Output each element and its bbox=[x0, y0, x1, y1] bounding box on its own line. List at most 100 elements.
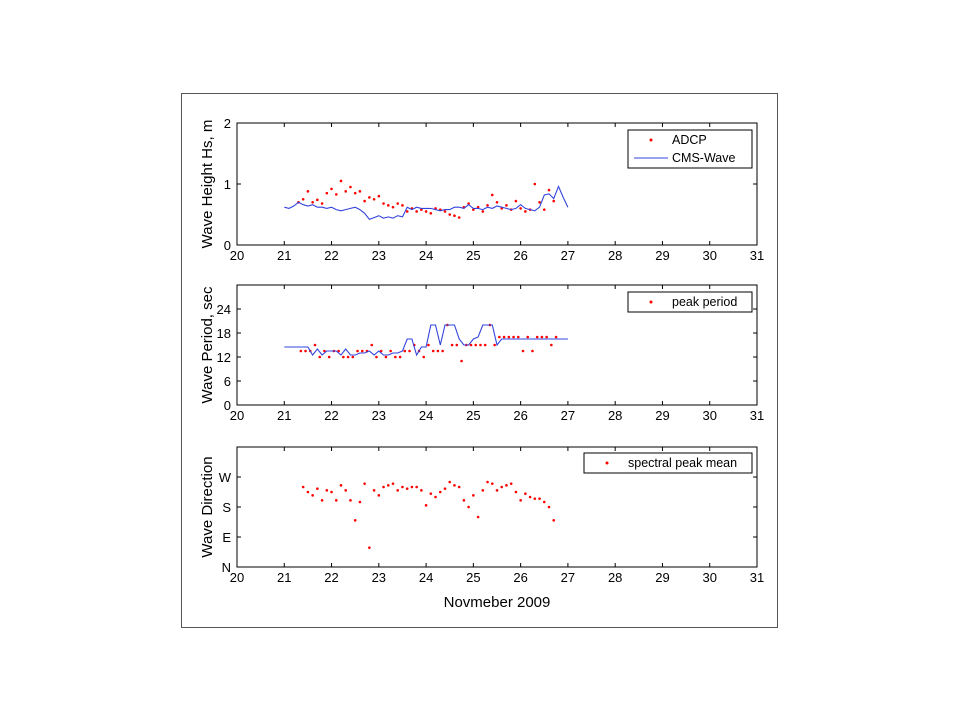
data-point bbox=[356, 349, 359, 353]
data-point bbox=[441, 349, 444, 353]
data-point bbox=[313, 343, 317, 347]
data-point bbox=[325, 191, 329, 195]
data-point bbox=[349, 185, 352, 189]
data-point bbox=[533, 497, 537, 500]
data-point bbox=[372, 197, 376, 201]
data-point bbox=[344, 190, 348, 193]
x-tick-label: 25 bbox=[466, 408, 480, 423]
data-point bbox=[552, 519, 556, 522]
x-tick-label: 29 bbox=[655, 408, 669, 423]
data-point bbox=[535, 335, 539, 339]
data-point bbox=[386, 484, 390, 487]
data-point bbox=[339, 484, 343, 487]
data-point bbox=[372, 489, 376, 492]
y-tick-label: N bbox=[222, 560, 231, 575]
data-point bbox=[389, 349, 392, 353]
data-point bbox=[323, 349, 326, 353]
data-point bbox=[368, 546, 371, 549]
x-tick-label: 27 bbox=[561, 408, 575, 423]
data-point bbox=[316, 487, 319, 490]
y-tick-label: 0 bbox=[224, 398, 231, 413]
data-point bbox=[434, 495, 437, 499]
data-point bbox=[538, 201, 541, 204]
data-point bbox=[334, 193, 338, 196]
data-point bbox=[339, 179, 343, 183]
data-point bbox=[542, 500, 546, 504]
x-axis-label: Novmeber 2009 bbox=[444, 594, 551, 611]
data-point bbox=[403, 349, 407, 353]
data-point bbox=[519, 499, 522, 502]
data-point bbox=[429, 211, 433, 215]
x-tick-label: 29 bbox=[655, 248, 669, 263]
data-point bbox=[476, 515, 480, 519]
data-point bbox=[472, 208, 475, 211]
data-point bbox=[429, 492, 433, 495]
x-tick-label: 28 bbox=[608, 248, 622, 263]
data-point bbox=[472, 494, 475, 497]
x-tick-label: 23 bbox=[372, 248, 386, 263]
data-point bbox=[337, 349, 340, 353]
x-tick-label: 26 bbox=[513, 248, 527, 263]
legend-label: peak period bbox=[672, 295, 737, 309]
legend-box bbox=[627, 129, 753, 169]
data-point bbox=[455, 343, 459, 347]
data-point bbox=[524, 210, 527, 213]
x-tick-label: 21 bbox=[277, 408, 291, 423]
x-tick-label: 21 bbox=[277, 248, 291, 263]
data-point bbox=[481, 210, 485, 213]
data-point bbox=[533, 182, 537, 186]
x-tick-label: 22 bbox=[324, 570, 338, 585]
data-point bbox=[453, 214, 456, 218]
data-point bbox=[450, 343, 454, 347]
x-tick-label: 21 bbox=[277, 570, 291, 585]
data-point bbox=[467, 202, 470, 205]
data-point bbox=[538, 497, 541, 500]
data-point bbox=[424, 210, 428, 213]
y-axis-label: Wave Period, sec bbox=[199, 286, 216, 403]
data-point bbox=[438, 490, 442, 494]
data-point bbox=[325, 489, 329, 492]
x-tick-label: 23 bbox=[372, 570, 386, 585]
data-point bbox=[422, 355, 426, 359]
legend-dot-symbol bbox=[649, 300, 653, 304]
data-point bbox=[306, 190, 310, 193]
data-point bbox=[514, 199, 518, 203]
data-point bbox=[490, 482, 494, 485]
legend-box bbox=[583, 452, 753, 474]
data-point bbox=[457, 485, 461, 489]
data-point bbox=[353, 191, 357, 195]
data-point bbox=[401, 485, 404, 489]
x-tick-label: 22 bbox=[324, 248, 338, 263]
data-point bbox=[490, 193, 494, 197]
data-point bbox=[460, 359, 463, 363]
data-point bbox=[469, 343, 473, 347]
data-point bbox=[420, 208, 423, 211]
data-point bbox=[495, 201, 499, 204]
series-line-model bbox=[284, 324, 568, 357]
data-point bbox=[507, 335, 511, 339]
data-point bbox=[453, 484, 456, 487]
data-point bbox=[301, 197, 305, 201]
data-point bbox=[396, 202, 400, 205]
legend-label: spectral peak mean bbox=[628, 456, 737, 470]
data-point bbox=[495, 489, 499, 492]
data-point bbox=[346, 355, 350, 359]
data-point bbox=[521, 349, 525, 353]
data-point bbox=[330, 490, 333, 494]
x-tick-label: 27 bbox=[561, 248, 575, 263]
data-point bbox=[311, 201, 314, 204]
data-point bbox=[436, 349, 440, 353]
data-point bbox=[320, 499, 324, 502]
data-point bbox=[457, 216, 461, 219]
data-point bbox=[448, 213, 452, 216]
data-point bbox=[394, 355, 397, 359]
data-point bbox=[498, 335, 501, 339]
chart-panel-1: 20 21 22 23 24 25 26 27 28 29 30 31 0 1 2 Wave Height H… bbox=[199, 116, 764, 263]
data-point bbox=[344, 489, 348, 492]
data-point bbox=[502, 335, 506, 339]
data-point bbox=[542, 208, 546, 211]
x-tick-label: 22 bbox=[324, 408, 338, 423]
y-tick-label: 2 bbox=[224, 116, 231, 131]
data-point bbox=[514, 490, 518, 494]
